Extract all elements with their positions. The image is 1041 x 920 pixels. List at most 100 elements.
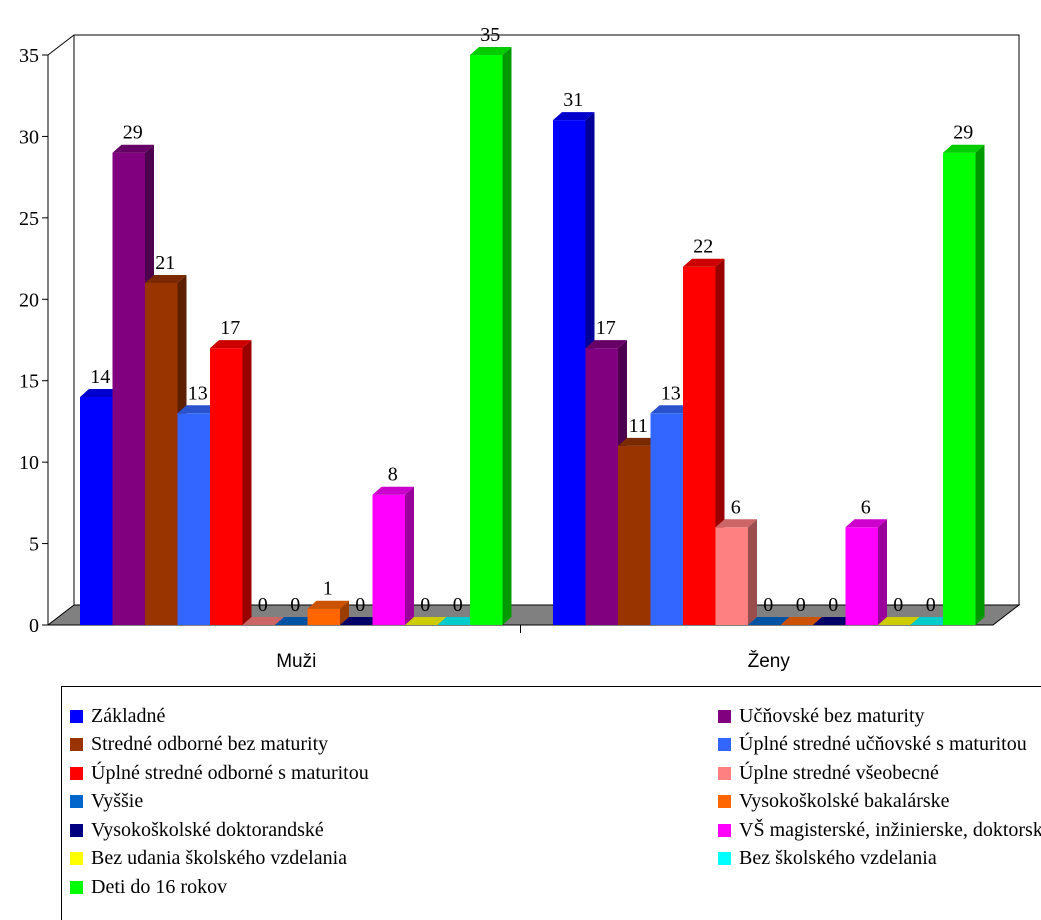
- bar: [878, 617, 920, 625]
- data-label: 22: [693, 236, 713, 258]
- bar-top: [910, 617, 952, 625]
- legend-label: Úplné stredné odborné s maturitou: [91, 761, 369, 784]
- bar-front: [553, 120, 586, 626]
- legend-swatch: [70, 880, 83, 894]
- bar-top: [80, 389, 122, 397]
- x-category-label: Ženy: [748, 650, 791, 672]
- data-label: 17: [596, 317, 616, 339]
- legend-item: Vyššie: [70, 790, 143, 814]
- legend-swatch: [718, 738, 731, 751]
- bar-front: [845, 527, 878, 625]
- data-label: 0: [763, 594, 773, 616]
- bar-side: [748, 519, 757, 625]
- data-label: 13: [188, 382, 208, 404]
- data-label: 6: [861, 496, 871, 518]
- bar-top: [780, 617, 822, 625]
- legend-label: Vysokoškolské bakalárske: [739, 790, 950, 812]
- bar-top: [177, 405, 219, 414]
- data-label: 14: [90, 366, 110, 388]
- bar-top: [650, 405, 692, 414]
- legend-item: VŠ magisterské, inžinierske, doktorské: [718, 818, 1041, 842]
- bar-top: [307, 600, 349, 609]
- data-label: 0: [290, 594, 300, 616]
- bar-front: [943, 152, 976, 625]
- bar-front: [210, 348, 243, 625]
- data-label: 29: [123, 122, 143, 144]
- legend-label: Stredné odborné bez maturity: [91, 733, 329, 755]
- bar-front: [177, 413, 210, 625]
- bar-front: [683, 266, 716, 625]
- legend: Základné Učňovské bez maturity Stredné odb…: [61, 686, 1041, 920]
- bar: [813, 617, 855, 625]
- bar-top: [437, 617, 479, 625]
- y-tick-label: 5: [29, 534, 39, 556]
- bar-side: [975, 144, 985, 625]
- bar: [845, 519, 887, 625]
- data-label: 17: [220, 317, 240, 339]
- legend-swatch: [70, 823, 83, 837]
- y-tick-label: 25: [19, 208, 39, 230]
- bar-front: [372, 494, 405, 625]
- data-label: 0: [893, 594, 903, 616]
- legend-label: Vyššie: [91, 790, 144, 812]
- bar-front: [145, 283, 178, 625]
- bar-top: [372, 486, 414, 495]
- bar-front: [618, 445, 651, 625]
- data-label: 21: [155, 252, 175, 274]
- bar: [910, 617, 952, 625]
- legend-item: Bez školského vzdelania: [718, 847, 937, 871]
- data-label: 35: [480, 24, 500, 46]
- bar-top: [845, 519, 887, 528]
- bar-top: [112, 144, 154, 153]
- bar: [210, 340, 252, 625]
- legend-swatch: [70, 766, 83, 780]
- data-label: 6: [731, 496, 741, 518]
- bar-front: [307, 608, 340, 625]
- data-label: 11: [629, 415, 648, 437]
- bar-side: [878, 519, 887, 625]
- legend-item: Vysokoškolské doktorandské: [70, 818, 324, 842]
- bar-top: [878, 617, 920, 625]
- legend-swatch: [718, 795, 731, 808]
- bar: [748, 617, 790, 625]
- legend-swatch: [718, 709, 731, 723]
- bar: [780, 617, 822, 625]
- bar-top: [340, 617, 382, 625]
- legend-label: VŠ magisterské, inžinierske, doktorské: [739, 818, 1041, 841]
- legend-swatch: [70, 852, 83, 865]
- bar: [242, 617, 284, 625]
- bar-front: [80, 397, 113, 625]
- y-tick-label: 15: [19, 371, 39, 393]
- legend-swatch: [70, 709, 83, 723]
- bar-top: [470, 47, 512, 55]
- legend-label: Bez udania školského vzdelania: [91, 847, 348, 869]
- bar-front: [470, 55, 503, 625]
- bar: [715, 519, 757, 625]
- data-label: 0: [796, 594, 806, 616]
- bar-side: [242, 340, 252, 625]
- bar-top: [242, 617, 284, 625]
- bar-top: [715, 519, 757, 528]
- legend-label: Úplné stredné učňovské s maturitou: [739, 733, 1027, 755]
- y-tick-label: 20: [19, 289, 39, 311]
- bar-top: [275, 617, 317, 625]
- data-label: 0: [453, 594, 463, 616]
- legend-item: Úplne stredné všeobecné: [718, 761, 939, 785]
- bar-front: [112, 152, 145, 625]
- bar-top: [748, 617, 790, 625]
- legend-item: Úplné stredné učňovské s maturitou: [718, 733, 1027, 757]
- y-tick-label: 10: [19, 452, 39, 474]
- data-label: 0: [828, 594, 838, 616]
- bar: [405, 617, 447, 625]
- bar: [307, 600, 349, 625]
- data-label: 8: [388, 464, 398, 486]
- bar-top: [405, 617, 447, 625]
- legend-item: Deti do 16 rokov: [70, 875, 227, 899]
- bar-top: [813, 617, 855, 625]
- legend-swatch: [718, 766, 731, 780]
- legend-label: Základné: [91, 704, 166, 727]
- bar-top: [618, 437, 660, 446]
- legend-item: Stredné odborné bez maturity: [70, 733, 328, 757]
- data-label: 0: [355, 594, 365, 616]
